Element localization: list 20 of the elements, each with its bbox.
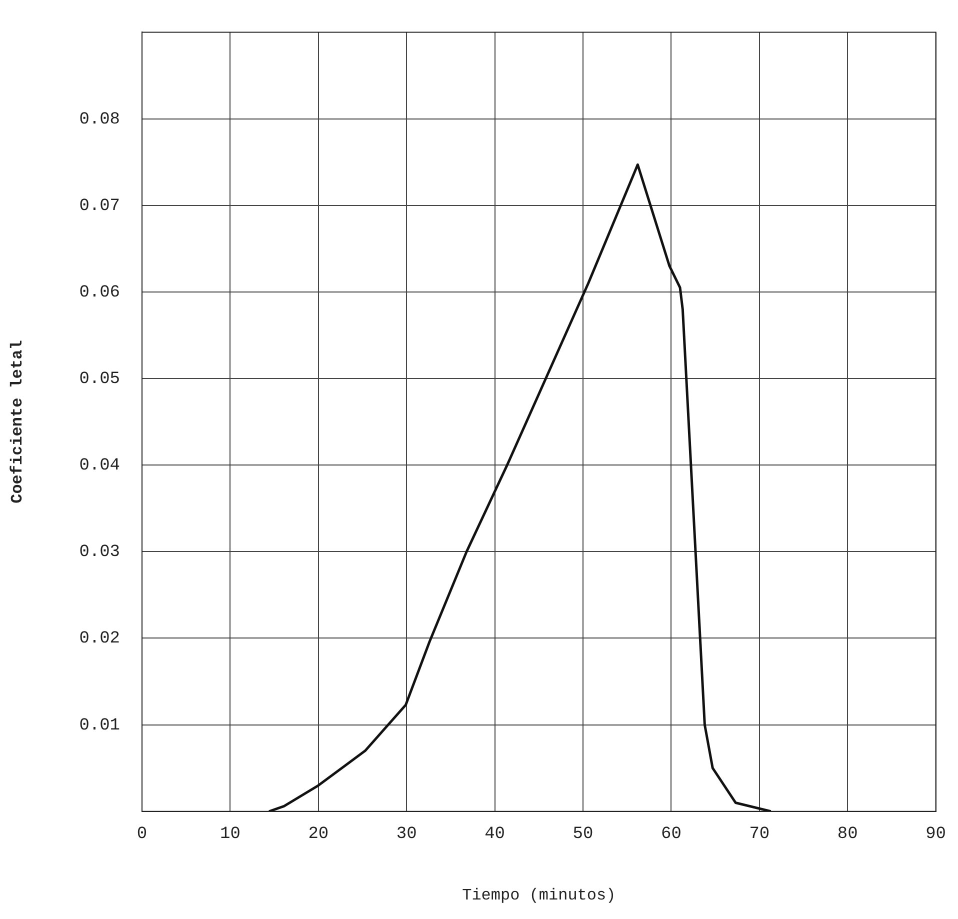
y-axis-title: Coeficiente letal	[8, 340, 27, 504]
y-tick-label: 0.01	[79, 716, 120, 736]
x-tick-label: 0	[136, 825, 148, 844]
y-tick-label: 0.07	[79, 196, 120, 216]
x-tick-label: 10	[220, 825, 240, 844]
x-axis-title: Tiempo (minutos)	[462, 886, 616, 905]
x-tick-label: 60	[661, 825, 682, 844]
x-tick-label: 40	[484, 825, 506, 844]
x-tick-label: 50	[572, 825, 594, 844]
y-tick-label: 0.03	[79, 543, 120, 562]
y-tick-label: 0.05	[79, 370, 120, 390]
x-tick-label: 70	[749, 825, 770, 844]
x-tick-label: 90	[926, 825, 946, 844]
x-tick-label: 80	[837, 825, 858, 844]
y-tick-label: 0.06	[79, 283, 120, 302]
y-tick-label: 0.04	[79, 456, 120, 476]
y-tick-label: 0.02	[79, 630, 120, 649]
y-tick-label: 0.08	[79, 110, 120, 130]
x-tick-label: 30	[396, 825, 417, 844]
x-tick-label: 20	[308, 825, 329, 844]
